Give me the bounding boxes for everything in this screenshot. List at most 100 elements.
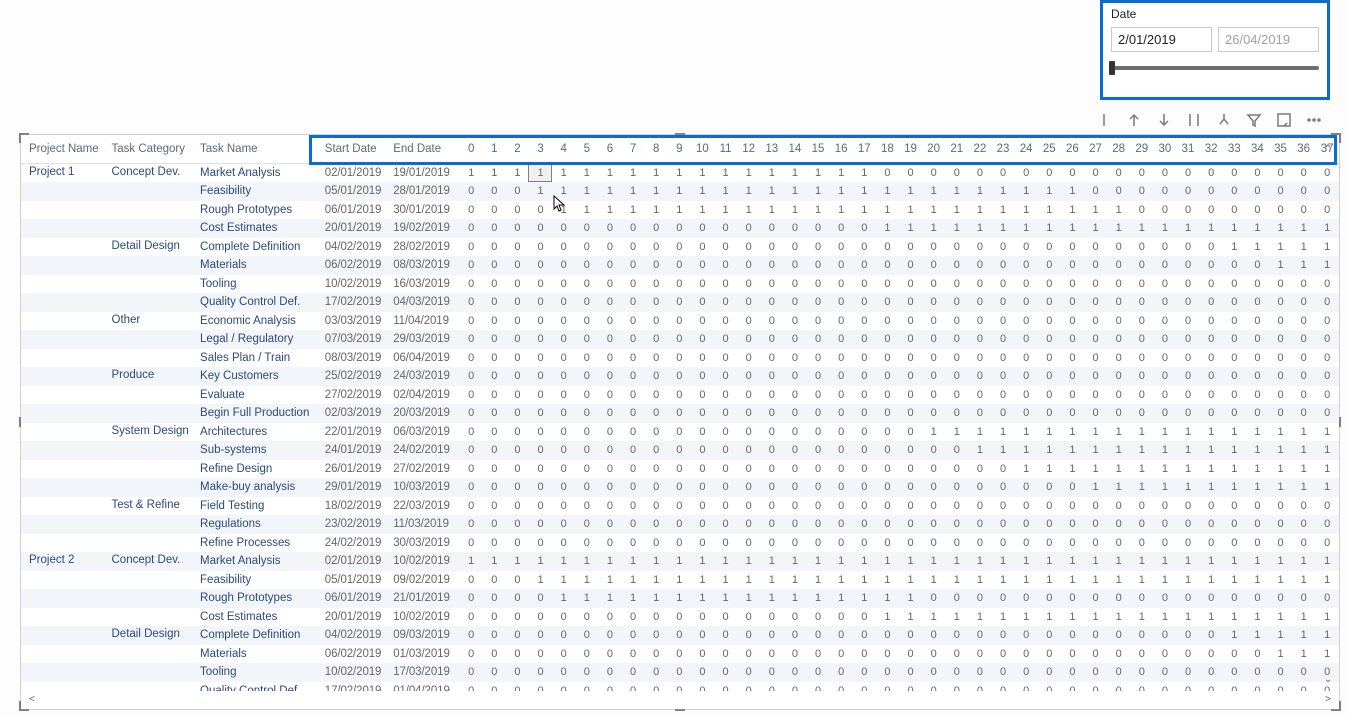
- more-icon[interactable]: [1306, 112, 1322, 131]
- col-header-day[interactable]: 19: [899, 135, 922, 164]
- col-header-day[interactable]: 11: [714, 135, 737, 164]
- col-header-day[interactable]: 14: [783, 135, 806, 164]
- col-header-day[interactable]: 4: [552, 135, 575, 164]
- col-header[interactable]: Project Name: [21, 135, 104, 164]
- col-header-day[interactable]: 10: [691, 135, 714, 164]
- col-header-day[interactable]: 35: [1269, 135, 1292, 164]
- col-header-day[interactable]: 5: [575, 135, 598, 164]
- focus-icon[interactable]: [1276, 112, 1292, 131]
- date-start-input[interactable]: 2/01/2019: [1111, 27, 1212, 52]
- table-row[interactable]: Test & RefineField Testing18/02/201922/0…: [21, 497, 1339, 516]
- filter-icon[interactable]: [1246, 112, 1262, 131]
- fork-icon[interactable]: [1216, 112, 1232, 131]
- col-header-day[interactable]: 20: [922, 135, 945, 164]
- col-header-day[interactable]: 12: [737, 135, 760, 164]
- table-row[interactable]: Regulations23/02/201911/03/2019000000000…: [21, 515, 1339, 534]
- date-slider-handle[interactable]: [1109, 61, 1115, 75]
- drill-up-icon[interactable]: [1096, 112, 1112, 131]
- table-row[interactable]: Rough Prototypes06/01/201921/01/20190000…: [21, 589, 1339, 608]
- table-row[interactable]: System DesignArchitectures22/01/201906/0…: [21, 423, 1339, 442]
- arrow-down-icon[interactable]: [1156, 112, 1172, 131]
- col-header-day[interactable]: 8: [645, 135, 668, 164]
- col-header-day[interactable]: 36: [1292, 135, 1315, 164]
- col-header-day[interactable]: 30: [1153, 135, 1176, 164]
- col-header-day[interactable]: 23: [992, 135, 1015, 164]
- table-row[interactable]: Refine Design26/01/201927/02/20190000000…: [21, 460, 1339, 479]
- col-header-day[interactable]: 26: [1061, 135, 1084, 164]
- col-header-day[interactable]: 28: [1107, 135, 1130, 164]
- table-row[interactable]: Quality Control Def.17/02/201901/04/2019…: [21, 682, 1339, 692]
- col-header-day[interactable]: 1: [483, 135, 506, 164]
- col-header-day[interactable]: 27: [1084, 135, 1107, 164]
- col-header[interactable]: Task Name: [192, 135, 317, 164]
- table-row[interactable]: Detail DesignComplete Definition04/02/20…: [21, 626, 1339, 645]
- table-row[interactable]: Sales Plan / Train08/03/201906/04/201900…: [21, 349, 1339, 368]
- table-row[interactable]: Tooling10/02/201917/03/20190000000000000…: [21, 663, 1339, 682]
- date-end-input[interactable]: 26/04/2019: [1218, 27, 1319, 52]
- table-row[interactable]: ProduceKey Customers25/02/201924/03/2019…: [21, 367, 1339, 386]
- table-row[interactable]: Project 1Concept Dev.Market Analysis02/0…: [21, 164, 1339, 183]
- date-slicer[interactable]: Date 2/01/2019 26/04/2019: [1100, 0, 1330, 100]
- col-header-day[interactable]: 18: [876, 135, 899, 164]
- table-row[interactable]: Feasibility05/01/201928/01/2019000111111…: [21, 182, 1339, 201]
- table-row[interactable]: Rough Prototypes06/01/201930/01/20190000…: [21, 201, 1339, 220]
- value-cell: 1: [992, 201, 1015, 220]
- category-cell: Concept Dev.: [104, 164, 193, 183]
- value-cell: 0: [552, 330, 575, 349]
- horizontal-scrollbar[interactable]: < >: [29, 692, 1331, 706]
- col-header-day[interactable]: 9: [668, 135, 691, 164]
- col-header-day[interactable]: 3: [529, 135, 552, 164]
- col-header-day[interactable]: 34: [1246, 135, 1269, 164]
- col-header-day[interactable]: 7: [622, 135, 645, 164]
- value-cell: 0: [899, 534, 922, 553]
- matrix-grid[interactable]: Project NameTask CategoryTask NameStart …: [21, 135, 1339, 691]
- table-row[interactable]: Materials06/02/201901/03/201900000000000…: [21, 645, 1339, 664]
- value-cell: 0: [1107, 349, 1130, 368]
- col-header[interactable]: End Date: [385, 135, 459, 164]
- table-row[interactable]: Project 2Concept Dev.Market Analysis02/0…: [21, 552, 1339, 571]
- table-row[interactable]: Detail DesignComplete Definition04/02/20…: [21, 238, 1339, 257]
- date-slider-track[interactable]: [1111, 66, 1319, 70]
- col-header[interactable]: Task Category: [104, 135, 193, 164]
- col-header-day[interactable]: 16: [830, 135, 853, 164]
- table-row[interactable]: Cost Estimates20/01/201919/02/2019000000…: [21, 219, 1339, 238]
- table-row[interactable]: Legal / Regulatory07/03/201929/03/201900…: [21, 330, 1339, 349]
- table-row[interactable]: Sub-systems24/01/201924/02/2019000000000…: [21, 441, 1339, 460]
- value-cell: 0: [760, 219, 783, 238]
- col-header-day[interactable]: 15: [807, 135, 830, 164]
- col-header-day[interactable]: 24: [1015, 135, 1038, 164]
- arrow-up-icon[interactable]: [1126, 112, 1142, 131]
- col-header[interactable]: Start Date: [317, 135, 385, 164]
- scroll-right-icon[interactable]: >: [1325, 694, 1331, 705]
- table-row[interactable]: Make-buy analysis29/01/201910/03/2019000…: [21, 478, 1339, 497]
- col-header-day[interactable]: 13: [760, 135, 783, 164]
- expand-icon[interactable]: [1186, 112, 1202, 131]
- col-header-day[interactable]: 25: [1038, 135, 1061, 164]
- scroll-up-icon[interactable]: ⌃: [1323, 145, 1333, 155]
- table-row[interactable]: OtherEconomic Analysis03/03/201911/04/20…: [21, 312, 1339, 331]
- scroll-down-icon[interactable]: ⌄: [1323, 675, 1333, 685]
- col-header-day[interactable]: 6: [598, 135, 621, 164]
- value-cell: 0: [1038, 238, 1061, 257]
- col-header-day[interactable]: 31: [1177, 135, 1200, 164]
- col-header-day[interactable]: 22: [968, 135, 991, 164]
- table-row[interactable]: Begin Full Production02/03/201920/03/201…: [21, 404, 1339, 423]
- col-header-day[interactable]: 17: [853, 135, 876, 164]
- col-header-day[interactable]: 29: [1130, 135, 1153, 164]
- table-row[interactable]: Evaluate27/02/201902/04/2019000000000000…: [21, 386, 1339, 405]
- table-row[interactable]: Materials06/02/201908/03/201900000000000…: [21, 256, 1339, 275]
- table-row[interactable]: Refine Processes24/02/201930/03/20190000…: [21, 534, 1339, 553]
- matrix-visual[interactable]: ⌃ ⌄ Project NameTask CategoryTask NameSt…: [20, 134, 1340, 710]
- col-header-day[interactable]: 32: [1200, 135, 1223, 164]
- end-date-cell: 21/01/2019: [385, 589, 459, 608]
- table-row[interactable]: Cost Estimates20/01/201910/02/2019000000…: [21, 608, 1339, 627]
- table-row[interactable]: Tooling10/02/201916/03/20190000000000000…: [21, 275, 1339, 294]
- col-header-day[interactable]: 33: [1223, 135, 1246, 164]
- value-cell: 0: [783, 275, 806, 294]
- table-row[interactable]: Quality Control Def.17/02/201904/03/2019…: [21, 293, 1339, 312]
- table-row[interactable]: Feasibility05/01/201909/02/2019000111111…: [21, 571, 1339, 590]
- col-header-day[interactable]: 21: [945, 135, 968, 164]
- col-header-day[interactable]: 0: [460, 135, 483, 164]
- scroll-left-icon[interactable]: <: [29, 694, 35, 705]
- col-header-day[interactable]: 2: [506, 135, 529, 164]
